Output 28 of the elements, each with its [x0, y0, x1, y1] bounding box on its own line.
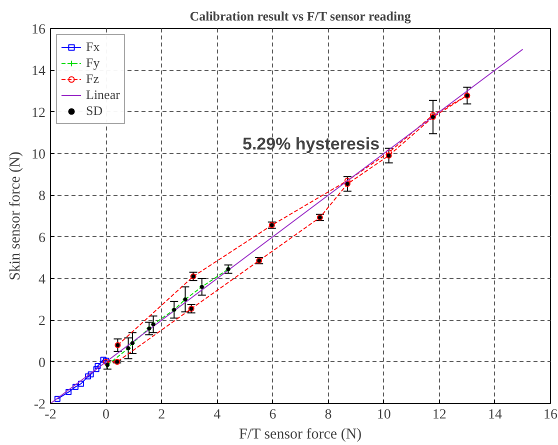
y-axis-title: Skin sensor force (N): [8, 152, 24, 280]
y-tick-label: 12: [32, 106, 46, 121]
y-tick-label: 4: [38, 272, 46, 288]
y-tick-label: 16: [32, 22, 46, 38]
legend-label: Fy: [86, 55, 101, 71]
x-tick-label: 10: [376, 408, 391, 422]
y-tick-label: -2: [34, 398, 46, 412]
x-tick-label: 6: [269, 408, 276, 422]
x-tick-label: 4: [214, 408, 221, 422]
y-tick-label: 10: [32, 148, 46, 162]
x-tick-label: 8: [324, 408, 332, 422]
x-tick-label: 0: [102, 408, 110, 422]
x-tick-label: 12: [432, 408, 446, 422]
x-tick-label: 14: [488, 408, 502, 422]
y-tick-label: 8: [38, 189, 46, 204]
legend-label: SD: [86, 103, 104, 119]
annotation: 5.29% hysteresis: [242, 134, 380, 154]
x-tick-label: 2: [158, 408, 166, 422]
x-axis-title: F/T sensor force (N): [239, 426, 362, 442]
chart-title: Calibration result vs F/T sensor reading: [190, 8, 412, 24]
x-tick-label: 16: [544, 408, 558, 422]
y-tick-label: 14: [32, 64, 46, 80]
legend-label: Fz: [86, 71, 100, 87]
legend-label: Fx: [86, 39, 101, 55]
y-tick-label: 6: [38, 230, 46, 246]
y-tick-label: 0: [38, 356, 46, 371]
y-tick-label: 2: [38, 314, 46, 330]
legend-label: Linear: [86, 87, 120, 103]
